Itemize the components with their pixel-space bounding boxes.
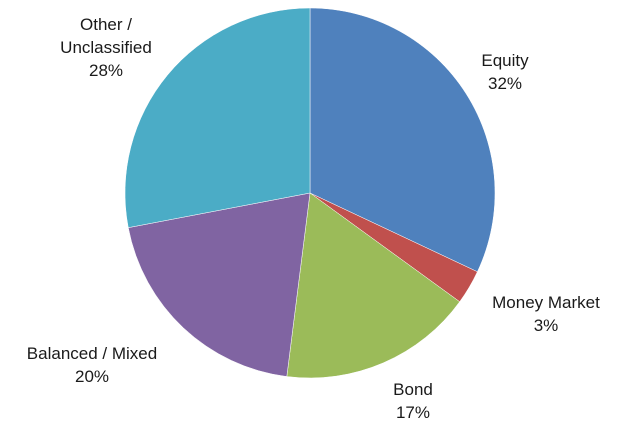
slice-name: Equity	[481, 51, 529, 70]
pie-slice-equity	[309, 7, 496, 273]
pie-slices	[124, 7, 496, 379]
slice-value: 28%	[88, 61, 124, 80]
slice-label-other-unclassified: Other / Unclassified 28%	[51, 13, 161, 82]
slice-name: Balanced / Mixed	[26, 344, 158, 363]
slice-label-bond: Bond 17%	[393, 378, 433, 424]
slice-name: Other / Unclassified	[60, 15, 152, 57]
pie-slice-bond	[286, 192, 461, 379]
pie-slice-other-unclassified	[124, 7, 311, 228]
slice-value: 20%	[74, 367, 110, 386]
slice-name: Bond	[393, 380, 433, 399]
slice-value: 3%	[533, 316, 559, 335]
slice-name: Money Market	[492, 293, 600, 312]
pie-slice-balanced-mixed	[127, 192, 311, 377]
slice-label-balanced-mixed: Balanced / Mixed 20%	[27, 342, 157, 388]
slice-label-money-market: Money Market 3%	[492, 291, 600, 337]
slice-value: 17%	[395, 403, 431, 422]
slice-value: 32%	[487, 74, 523, 93]
slice-label-equity: Equity 32%	[481, 49, 528, 95]
